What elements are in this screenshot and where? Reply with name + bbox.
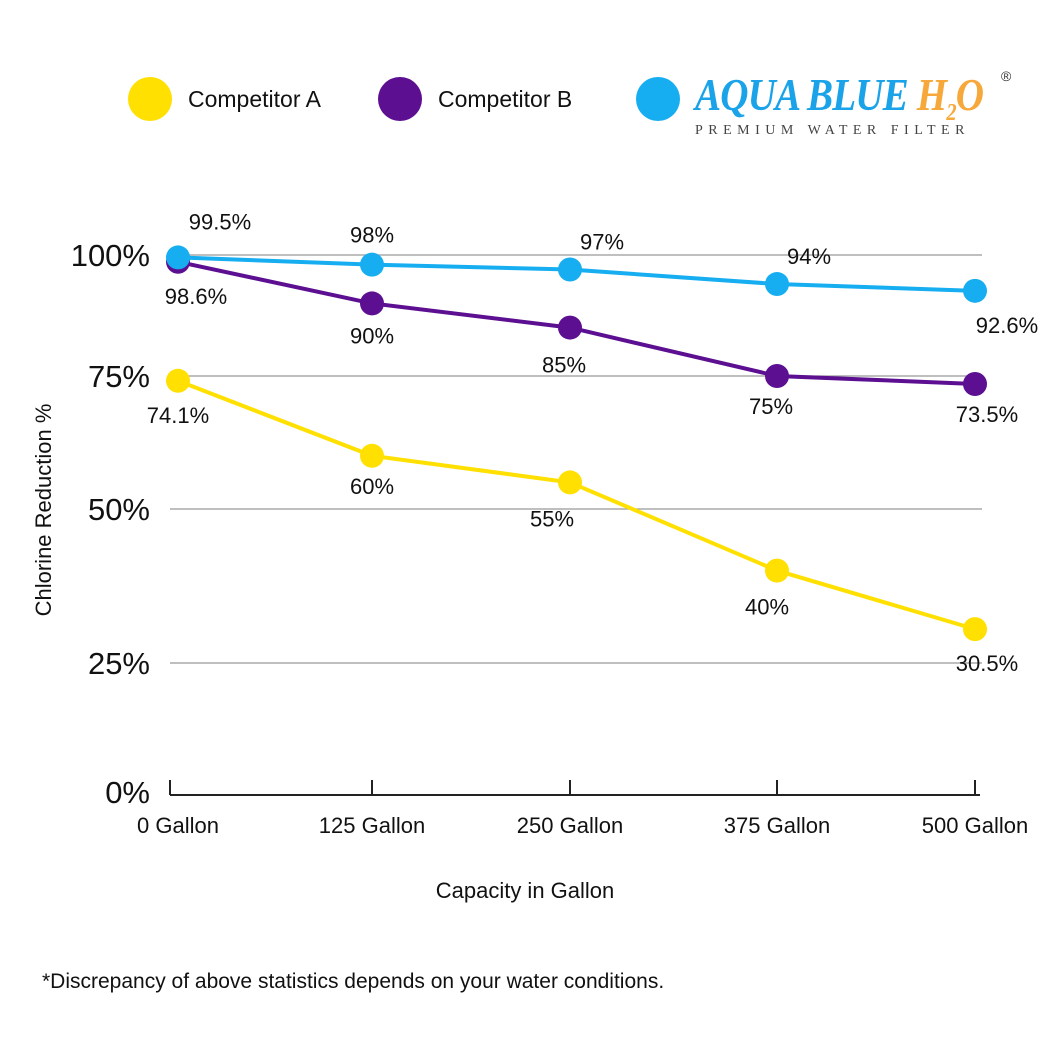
x-tick-label: 125 Gallon: [319, 813, 425, 838]
legend-marker: [378, 77, 422, 121]
data-label: 99.5%: [189, 209, 251, 234]
data-point: [360, 291, 384, 316]
data-point: [765, 558, 789, 583]
data-point: [963, 278, 987, 303]
data-label: 75%: [749, 394, 793, 419]
footnote: *Discrepancy of above statistics depends…: [42, 970, 665, 993]
y-axis-title: Chlorine Reduction %: [31, 403, 56, 617]
data-label: 90%: [350, 323, 394, 348]
data-point: [360, 252, 384, 277]
data-point: [963, 371, 987, 396]
x-tick-label: 250 Gallon: [517, 813, 623, 838]
x-tick-label: 375 Gallon: [724, 813, 830, 838]
data-point: [360, 443, 384, 468]
legend-competitor-b: Competitor B: [378, 77, 572, 121]
data-label: 40%: [745, 595, 789, 620]
data-label: 98.6%: [165, 284, 227, 309]
data-point: [558, 315, 582, 340]
data-label: 55%: [530, 506, 574, 531]
y-tick-label: 75%: [88, 359, 150, 394]
x-tick-label: 0 Gallon: [137, 813, 219, 838]
y-tick-label: 100%: [71, 238, 150, 273]
x-axis-title: Capacity in Gallon: [435, 878, 615, 903]
y-tick-label: 25%: [88, 646, 150, 681]
data-point: [558, 470, 582, 495]
data-point: [166, 245, 190, 270]
legend-aqua-blue: [636, 77, 696, 121]
data-label: 60%: [350, 474, 394, 499]
legend-marker: [128, 77, 172, 121]
data-label: 30.5%: [956, 651, 1018, 676]
data-point: [765, 364, 789, 388]
x-tick-label: 500 Gallon: [922, 813, 1028, 838]
data-label: 92.6%: [976, 313, 1038, 338]
data-label: 98%: [350, 223, 394, 248]
data-point: [558, 257, 582, 282]
data-label: 73.5%: [956, 402, 1018, 427]
data-point: [963, 617, 987, 642]
y-tick-label: 0%: [105, 775, 150, 810]
data-label: 97%: [580, 230, 624, 255]
data-label: 94%: [787, 244, 831, 269]
data-label: 74.1%: [147, 403, 209, 428]
legend-label: Competitor A: [188, 85, 321, 112]
legend-competitor-a: Competitor A: [128, 77, 321, 121]
legend-marker: [636, 77, 680, 121]
data-label: 85%: [542, 353, 586, 378]
y-tick-label: 50%: [88, 492, 150, 527]
data-point: [166, 368, 190, 393]
aqua-blue-logo: AQUA BLUE H2O ® PREMIUM WATER FILTER: [695, 68, 1012, 139]
series-line: [177, 378, 976, 632]
legend-label: Competitor B: [438, 85, 573, 112]
data-point: [765, 272, 789, 297]
